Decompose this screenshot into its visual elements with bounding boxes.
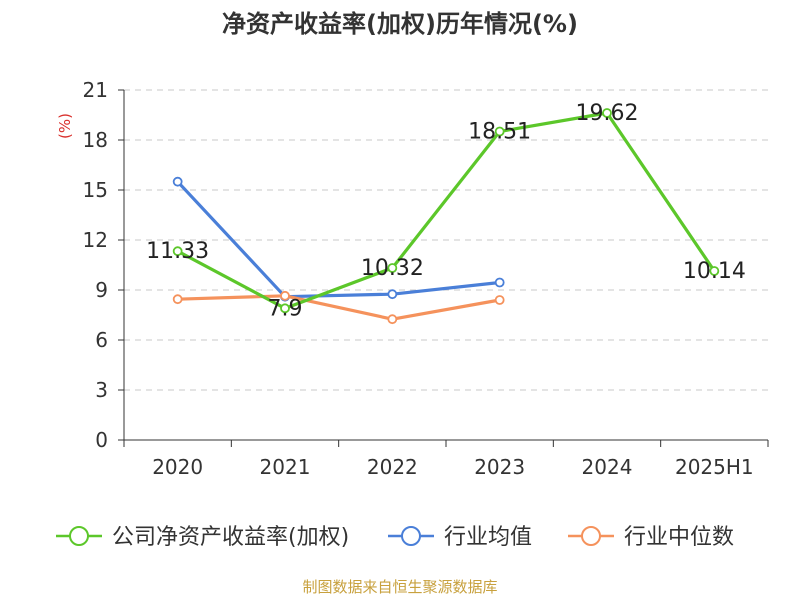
data-point [709, 266, 720, 276]
legend-label: 公司净资产收益率(加权) [112, 525, 349, 550]
data-label: 10.32 [361, 256, 424, 281]
data-point [387, 289, 398, 300]
x-tick-label: 2021 [260, 455, 311, 479]
data-point [172, 294, 183, 305]
data-label: 7.9 [268, 296, 303, 321]
axes: 0 3 6 9 12 15 18 21 2020 2021 2022 2023 2024 2025H1 (%… [56, 78, 769, 479]
y-axis-label: (%) [56, 113, 74, 139]
data-point [280, 303, 290, 314]
data-point [494, 277, 505, 288]
data-point [387, 314, 398, 325]
y-tick-label: 18 [83, 128, 108, 152]
series-line [176, 180, 500, 299]
data-point [387, 263, 398, 273]
legend-marker [401, 526, 421, 546]
data-point [280, 290, 290, 301]
legend-label: 行业中位数 [624, 525, 734, 550]
y-tick-label: 21 [83, 78, 108, 102]
series-line [177, 294, 500, 321]
data-label: 18.51 [468, 120, 531, 145]
y-tick-label: 3 [95, 378, 108, 402]
data-label: 10.14 [683, 259, 746, 284]
x-tick-label: 2022 [367, 455, 418, 479]
legend-label: 行业均值 [444, 525, 532, 550]
x-tick-label: 2020 [152, 455, 203, 479]
grid-lines [124, 89, 768, 391]
y-tick-label: 9 [95, 278, 108, 302]
data-label: 19.62 [576, 101, 639, 126]
chart-title: 净资产收益率(加权)历年情况(%) [222, 10, 578, 38]
data-label: 11.33 [146, 239, 209, 264]
data-point [172, 176, 183, 187]
series-lines [172, 108, 720, 325]
x-tick-label: 2025H1 [675, 455, 754, 479]
y-tick-label: 12 [83, 228, 108, 252]
legend-marker [69, 526, 89, 546]
data-point [602, 108, 612, 118]
legend-marker [581, 526, 601, 546]
data-labels: 11.33 7.9 10.32 18.51 19.62 10.14 [146, 101, 746, 321]
x-tick-label: 2024 [582, 455, 633, 479]
legend: 公司净资产收益率(加权) 行业均值 行业中位数 [56, 525, 734, 550]
data-point [494, 126, 505, 137]
y-tick-label: 6 [95, 328, 108, 352]
x-tick-label: 2023 [474, 455, 525, 479]
series-line [176, 111, 716, 310]
y-tick-label: 15 [83, 178, 108, 202]
data-point [494, 295, 505, 305]
source-note: 制图数据来自恒生聚源数据库 [302, 578, 498, 596]
data-point [172, 246, 183, 257]
y-tick-label: 0 [95, 428, 108, 452]
